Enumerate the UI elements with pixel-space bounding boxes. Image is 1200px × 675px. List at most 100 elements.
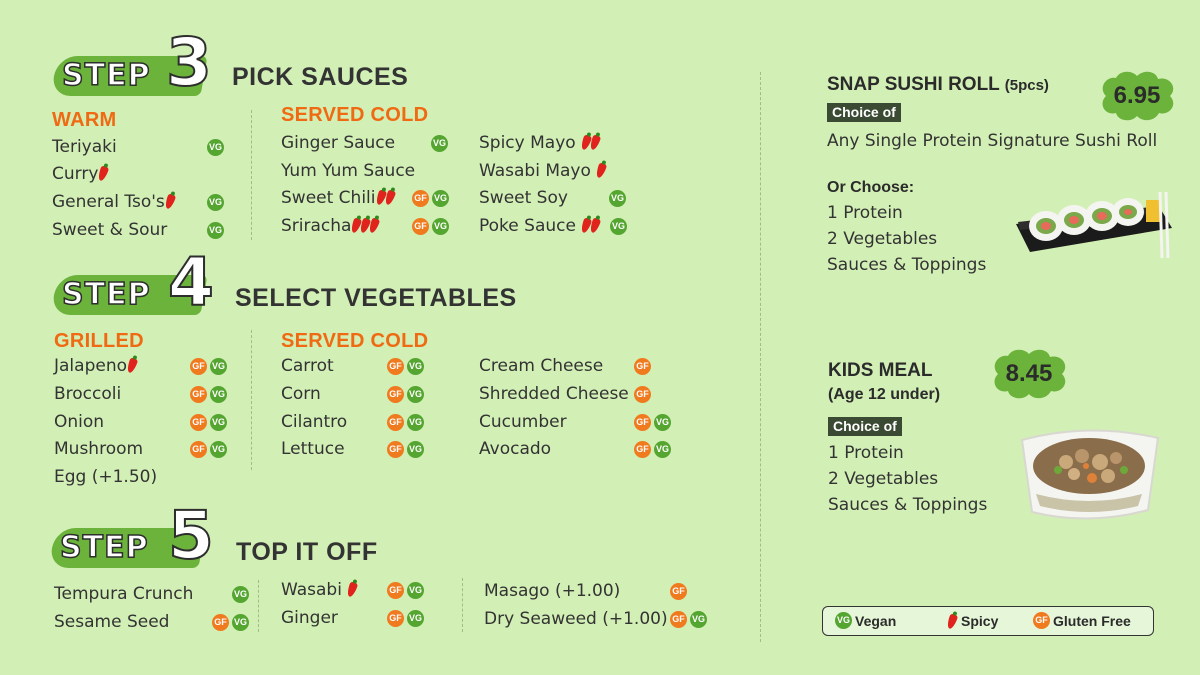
gluten-free-badge: GF bbox=[1033, 612, 1050, 629]
sauce-sweet-sour: Sweet & Sour bbox=[52, 220, 168, 240]
veg-avocado: Avocado bbox=[479, 439, 552, 459]
chili-icon bbox=[594, 162, 608, 179]
vegan-badge: VG bbox=[610, 218, 627, 235]
vegan-badge: VG bbox=[690, 611, 707, 628]
divider bbox=[251, 330, 252, 470]
vegan-badge: VG bbox=[654, 441, 671, 458]
gluten-free-badge: GF bbox=[190, 386, 207, 403]
step5-title: TOP IT OFF bbox=[236, 538, 378, 566]
sushi-option: 1 Protein bbox=[827, 203, 903, 223]
sauce-wasabi-mayo: Wasabi Mayo bbox=[479, 161, 608, 181]
sauce-spicy-mayo: Spicy Mayo bbox=[479, 133, 602, 153]
step4-label: STEP bbox=[61, 277, 151, 312]
vegan-badge: VG bbox=[407, 414, 424, 431]
gluten-free-badge: GF bbox=[387, 582, 404, 599]
sauce-yum-yum: Yum Yum Sauce bbox=[281, 161, 416, 181]
vegan-badge: VG bbox=[210, 414, 227, 431]
step3-number: 3 bbox=[165, 24, 213, 101]
chili-icon bbox=[346, 581, 359, 598]
chili-icon bbox=[125, 357, 139, 374]
vegan-badge: VG bbox=[654, 414, 671, 431]
kids-choice-label: Choice of bbox=[828, 417, 902, 436]
gluten-free-badge: GF bbox=[412, 218, 429, 235]
kids-price: 8.45 bbox=[1005, 360, 1053, 387]
grilled-label: GRILLED bbox=[54, 330, 144, 352]
veg-broccoli: Broccoli bbox=[54, 384, 122, 404]
vegan-badge: VG bbox=[835, 612, 852, 629]
step3-label: STEP bbox=[61, 58, 151, 93]
veg-carrot: Carrot bbox=[281, 356, 334, 376]
vegan-badge: VG bbox=[210, 358, 227, 375]
sauce-general-tso: General Tso's bbox=[52, 192, 177, 212]
gluten-free-badge: GF bbox=[387, 441, 404, 458]
topping-tempura-crunch: Tempura Crunch bbox=[54, 584, 194, 604]
chili-icon bbox=[163, 193, 177, 210]
vegan-badge: VG bbox=[210, 441, 227, 458]
price-burst bbox=[1102, 71, 1174, 121]
kids-bowl-image bbox=[1020, 429, 1160, 520]
vegan-badge: VG bbox=[210, 386, 227, 403]
sushi-choice-label: Choice of bbox=[827, 103, 901, 122]
divider bbox=[258, 580, 259, 632]
veg-shredded-cheese: Shredded Cheese bbox=[479, 384, 629, 404]
sauce-sweet-soy: Sweet Soy bbox=[479, 188, 568, 208]
sushi-option: Sauces & Toppings bbox=[827, 255, 987, 275]
legend-vegan: Vegan bbox=[855, 613, 897, 629]
veg-onion: Onion bbox=[54, 412, 105, 432]
vegan-badge: VG bbox=[207, 222, 224, 239]
step4-title: SELECT VEGETABLES bbox=[235, 284, 517, 312]
price-burst bbox=[994, 349, 1066, 399]
served-cold-label: SERVED COLD bbox=[281, 104, 429, 126]
gluten-free-badge: GF bbox=[634, 358, 651, 375]
topping-dry-seaweed: Dry Seaweed (+1.00) bbox=[484, 609, 668, 629]
gluten-free-badge: GF bbox=[387, 414, 404, 431]
veg-cream-cheese: Cream Cheese bbox=[479, 356, 604, 376]
step5-number: 5 bbox=[167, 497, 215, 574]
topping-sesame-seed: Sesame Seed bbox=[54, 612, 170, 632]
vegan-badge: VG bbox=[232, 586, 249, 603]
sushi-price: 6.95 bbox=[1113, 82, 1161, 109]
gluten-free-badge: GF bbox=[190, 414, 207, 431]
chili-icon bbox=[945, 613, 959, 630]
veg-lettuce: Lettuce bbox=[281, 439, 345, 459]
veg-jalapeno: Jalapeno bbox=[54, 356, 139, 376]
veg-cilantro: Cilantro bbox=[281, 412, 348, 432]
gluten-free-badge: GF bbox=[190, 358, 207, 375]
vegan-badge: VG bbox=[407, 582, 424, 599]
gluten-free-badge: GF bbox=[387, 610, 404, 627]
column-divider bbox=[760, 72, 761, 642]
vegan-badge: VG bbox=[407, 386, 424, 403]
veg-corn: Corn bbox=[281, 384, 321, 404]
sauce-teriyaki: Teriyaki bbox=[52, 137, 117, 157]
step3-title: PICK SAUCES bbox=[232, 63, 409, 91]
vegan-badge: VG bbox=[207, 194, 224, 211]
vegan-badge: VG bbox=[609, 190, 626, 207]
veg-egg: Egg (+1.50) bbox=[54, 467, 158, 487]
kids-subtitle: (Age 12 under) bbox=[828, 386, 941, 403]
vegan-badge: VG bbox=[407, 441, 424, 458]
sushi-roll-image bbox=[1016, 191, 1172, 259]
topping-ginger: Ginger bbox=[281, 608, 338, 628]
topping-wasabi: Wasabi bbox=[281, 580, 359, 600]
vegan-badge: VG bbox=[232, 614, 249, 631]
vegan-badge: VG bbox=[407, 358, 424, 375]
divider bbox=[462, 578, 463, 632]
sauce-ginger: Ginger Sauce bbox=[281, 133, 396, 153]
legend-gluten-free: Gluten Free bbox=[1053, 613, 1131, 629]
vegan-badge: VG bbox=[407, 610, 424, 627]
step4-number: 4 bbox=[167, 244, 215, 321]
sushi-title: SNAP SUSHI ROLL (5pcs) bbox=[827, 74, 1049, 95]
kids-option: Sauces & Toppings bbox=[828, 495, 988, 515]
sauce-curry: Curry bbox=[52, 164, 110, 184]
sushi-or-choose: Or Choose: bbox=[827, 179, 915, 196]
veg-cucumber: Cucumber bbox=[479, 412, 567, 432]
gluten-free-badge: GF bbox=[634, 441, 651, 458]
gluten-free-badge: GF bbox=[387, 358, 404, 375]
step5-label: STEP bbox=[59, 530, 149, 565]
chili-icon bbox=[97, 165, 110, 182]
gluten-free-badge: GF bbox=[387, 386, 404, 403]
served-cold-label: SERVED COLD bbox=[281, 330, 429, 352]
vegan-badge: VG bbox=[432, 190, 449, 207]
sauce-poke: Poke Sauce bbox=[479, 216, 602, 236]
legend-spicy: Spicy bbox=[961, 613, 999, 629]
